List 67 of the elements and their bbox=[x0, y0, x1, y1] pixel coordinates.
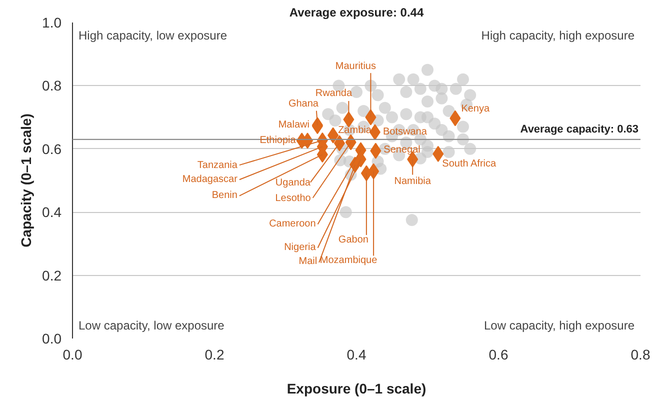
annotation: High capacity, high exposure bbox=[481, 28, 635, 42]
y-tick-label: 0.6 bbox=[42, 140, 62, 157]
y-tick-label: 0.2 bbox=[42, 267, 62, 284]
annotation: Benin bbox=[212, 190, 238, 202]
point bbox=[340, 206, 352, 218]
annotation: Malawi bbox=[278, 120, 310, 131]
point bbox=[457, 120, 469, 133]
point bbox=[457, 73, 469, 86]
annotation: Cameroon bbox=[269, 218, 316, 230]
annotation: Mail bbox=[298, 256, 318, 268]
text: Average exposure: 0.44 bbox=[289, 6, 424, 20]
point bbox=[393, 73, 406, 86]
annotation: Ghana bbox=[288, 98, 319, 110]
point bbox=[450, 82, 462, 95]
y-tick-label: 1.0 bbox=[42, 14, 62, 30]
annotation: Nigeria bbox=[284, 242, 316, 253]
point bbox=[428, 118, 441, 130]
annotation: Kenya bbox=[461, 104, 490, 115]
point bbox=[336, 102, 348, 114]
annotation: Ethiopia bbox=[260, 135, 296, 146]
x-tick-label: 0.2 bbox=[204, 346, 224, 362]
point bbox=[400, 108, 412, 120]
point bbox=[350, 86, 362, 98]
annotation: Namibia bbox=[394, 176, 432, 187]
y-tick-label: 0.0 bbox=[42, 330, 62, 346]
point bbox=[372, 89, 384, 102]
x-axis-title: Exposure (0–1 scale) bbox=[286, 380, 426, 396]
point bbox=[407, 73, 420, 86]
x-tick-label: 0.0 bbox=[62, 346, 82, 362]
point bbox=[329, 114, 342, 126]
annotation: Mozambique bbox=[320, 254, 378, 266]
point bbox=[464, 89, 476, 102]
point bbox=[422, 146, 434, 158]
point bbox=[442, 104, 455, 117]
y-tick-label: 0.4 bbox=[42, 204, 62, 220]
annotation: South Africa bbox=[442, 158, 497, 170]
annotation: Madagascar bbox=[182, 174, 238, 186]
point bbox=[386, 111, 398, 124]
annotation: Low capacity, low exposure bbox=[78, 318, 225, 332]
annotation: Gabon bbox=[338, 234, 368, 246]
x-tick-label: 0.8 bbox=[630, 346, 650, 362]
annotation: Low capacity, high exposure bbox=[484, 318, 635, 332]
point bbox=[414, 82, 426, 95]
point bbox=[436, 92, 448, 104]
point bbox=[406, 214, 418, 226]
annotation: Zambia bbox=[338, 124, 372, 136]
annotation: High capacity, low exposure bbox=[78, 28, 228, 42]
point bbox=[378, 102, 391, 114]
annotation: Mauritius bbox=[335, 60, 376, 72]
point bbox=[358, 104, 370, 117]
annotation: Senegal bbox=[384, 144, 420, 156]
point bbox=[422, 96, 434, 108]
x-tick-label: 0.6 bbox=[488, 346, 508, 362]
ref-line-label: Average capacity: 0.63 bbox=[520, 123, 638, 136]
annotation: Botswana bbox=[382, 126, 428, 138]
x-tick-label: 0.4 bbox=[346, 346, 366, 362]
annotation: Uganda bbox=[275, 178, 311, 189]
point bbox=[322, 108, 334, 120]
point bbox=[464, 142, 476, 155]
annotation: Lesotho bbox=[275, 192, 312, 204]
annotation: Tanzania bbox=[197, 160, 238, 171]
point bbox=[400, 86, 412, 98]
annotation: Rwanda bbox=[315, 88, 352, 100]
y-tick-label: 0.8 bbox=[42, 78, 62, 94]
point bbox=[422, 64, 434, 76]
y-axis-title: Capacity (0–1 scale) bbox=[18, 114, 34, 248]
point bbox=[442, 146, 455, 158]
